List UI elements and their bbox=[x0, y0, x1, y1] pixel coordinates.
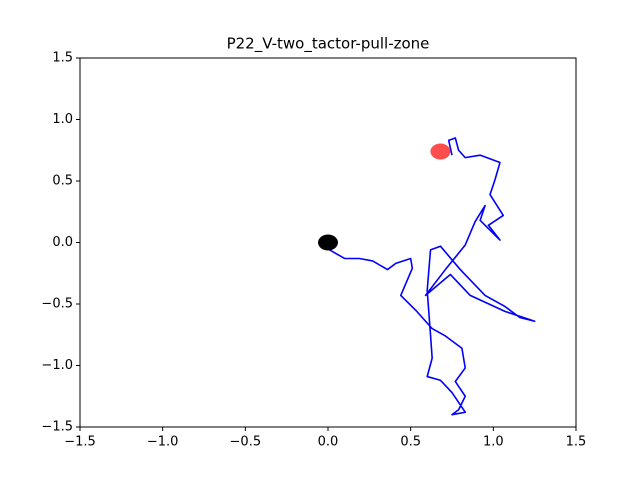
y-tick-label: 1.5 bbox=[52, 51, 73, 66]
y-tick-label: −0.5 bbox=[41, 297, 73, 312]
y-tick-label: 0.5 bbox=[52, 174, 73, 189]
x-tick-label: 1.5 bbox=[566, 435, 587, 450]
y-tick-label: 1.0 bbox=[52, 112, 73, 127]
chart-title: P22_V-two_tactor-pull-zone bbox=[227, 35, 430, 54]
position-marker bbox=[430, 143, 451, 160]
x-tick-label: −0.5 bbox=[230, 435, 262, 450]
y-tick-label: −1.0 bbox=[41, 358, 73, 373]
x-tick-label: 0.0 bbox=[318, 435, 339, 450]
x-tick-label: 0.5 bbox=[400, 435, 421, 450]
trajectory-line bbox=[320, 137, 536, 416]
y-tick-label: 0.0 bbox=[52, 235, 73, 250]
position-marker bbox=[318, 234, 338, 251]
y-tick-label: −1.5 bbox=[41, 420, 73, 435]
x-tick-label: −1.0 bbox=[147, 435, 179, 450]
x-tick-label: 1.0 bbox=[483, 435, 504, 450]
axes-frame bbox=[79, 57, 577, 428]
x-tick-label: −1.5 bbox=[64, 435, 96, 450]
